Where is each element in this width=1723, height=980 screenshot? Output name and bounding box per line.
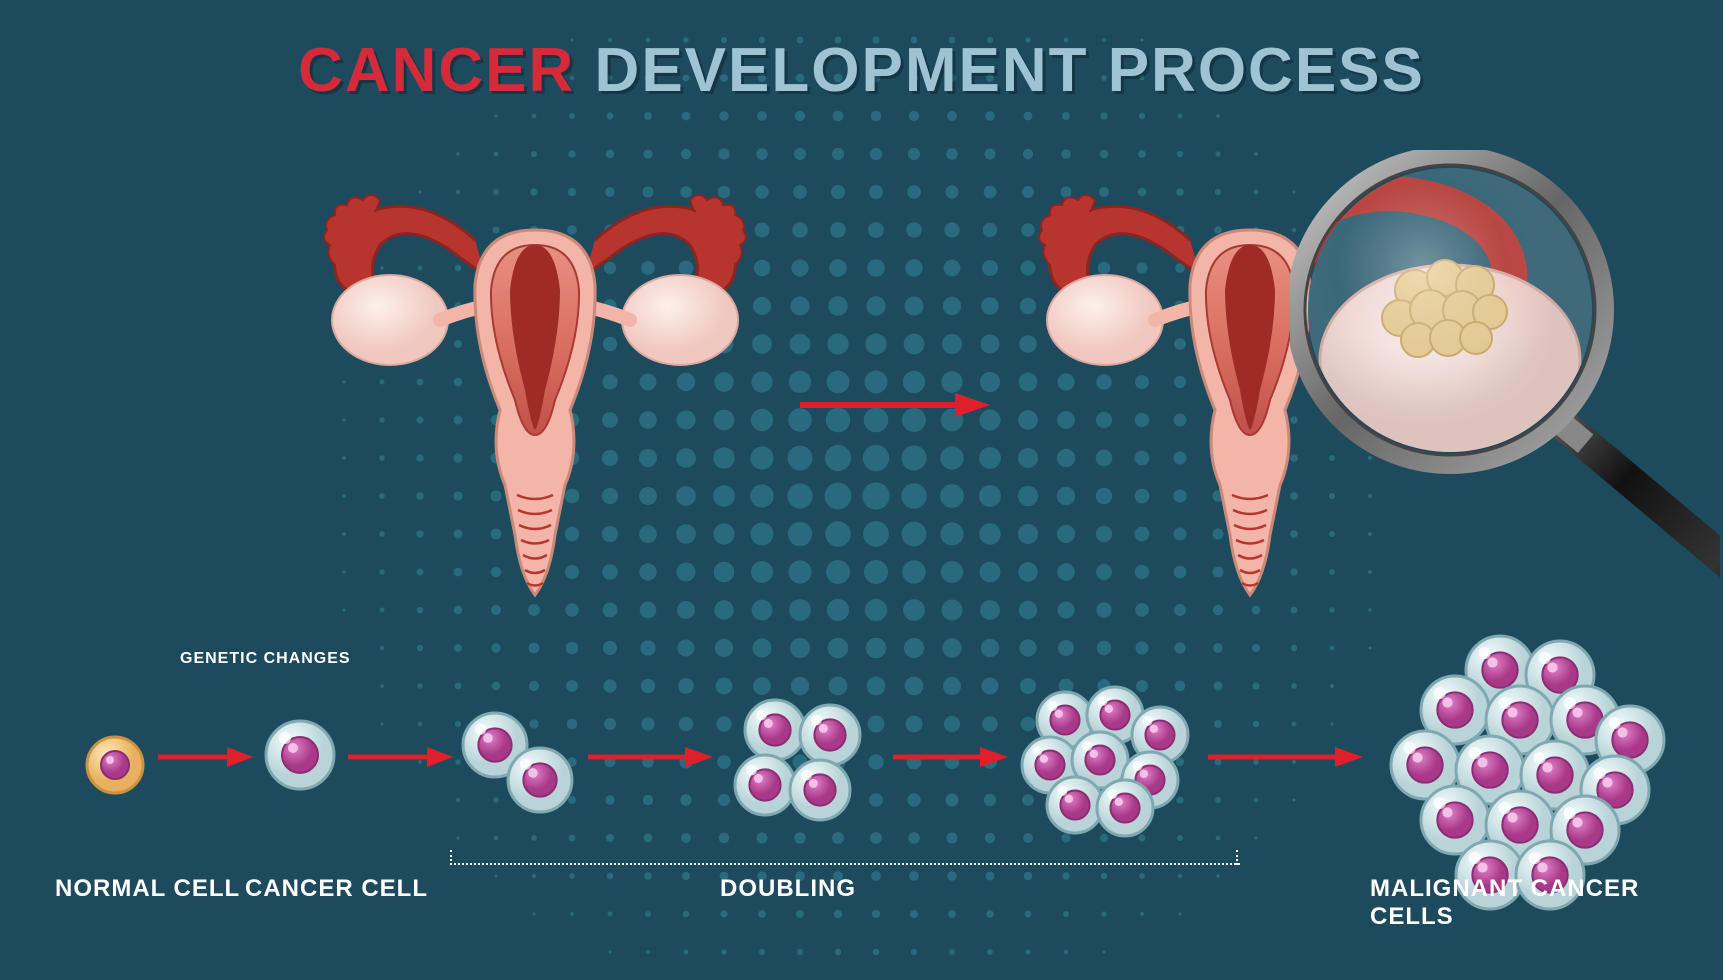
- arrow-2: [345, 742, 455, 772]
- arrow-5: [1205, 742, 1365, 772]
- stage-doubling-8: [1010, 680, 1210, 840]
- cell-progression-row: [0, 710, 1723, 980]
- label-doubling: DOUBLING: [720, 875, 856, 903]
- arrow-3: [585, 742, 715, 772]
- progression-arrow-top: [795, 385, 995, 425]
- label-genetic-changes: GENETIC CHANGES: [180, 650, 351, 668]
- uterus-healthy: [305, 175, 765, 605]
- stage-doubling-2: [455, 705, 585, 815]
- label-malignant: MALIGNANT CANCER CELLS: [1370, 875, 1723, 931]
- arrow-1: [155, 742, 255, 772]
- stage-normal-cell: [80, 730, 150, 800]
- label-cancer-cell: CANCER CELL: [245, 875, 428, 903]
- stage-cancer-cell: [255, 710, 345, 800]
- arrow-4: [890, 742, 1010, 772]
- title-word-development: DEVELOPMENT PROCESS: [595, 36, 1425, 105]
- title-word-cancer: CANCER: [298, 36, 575, 105]
- doubling-bracket: [450, 850, 1240, 865]
- label-normal-cell: NORMAL CELL: [55, 875, 240, 903]
- stage-doubling-4: [720, 690, 890, 830]
- main-title: CANCER DEVELOPMENT PROCESS: [0, 35, 1723, 106]
